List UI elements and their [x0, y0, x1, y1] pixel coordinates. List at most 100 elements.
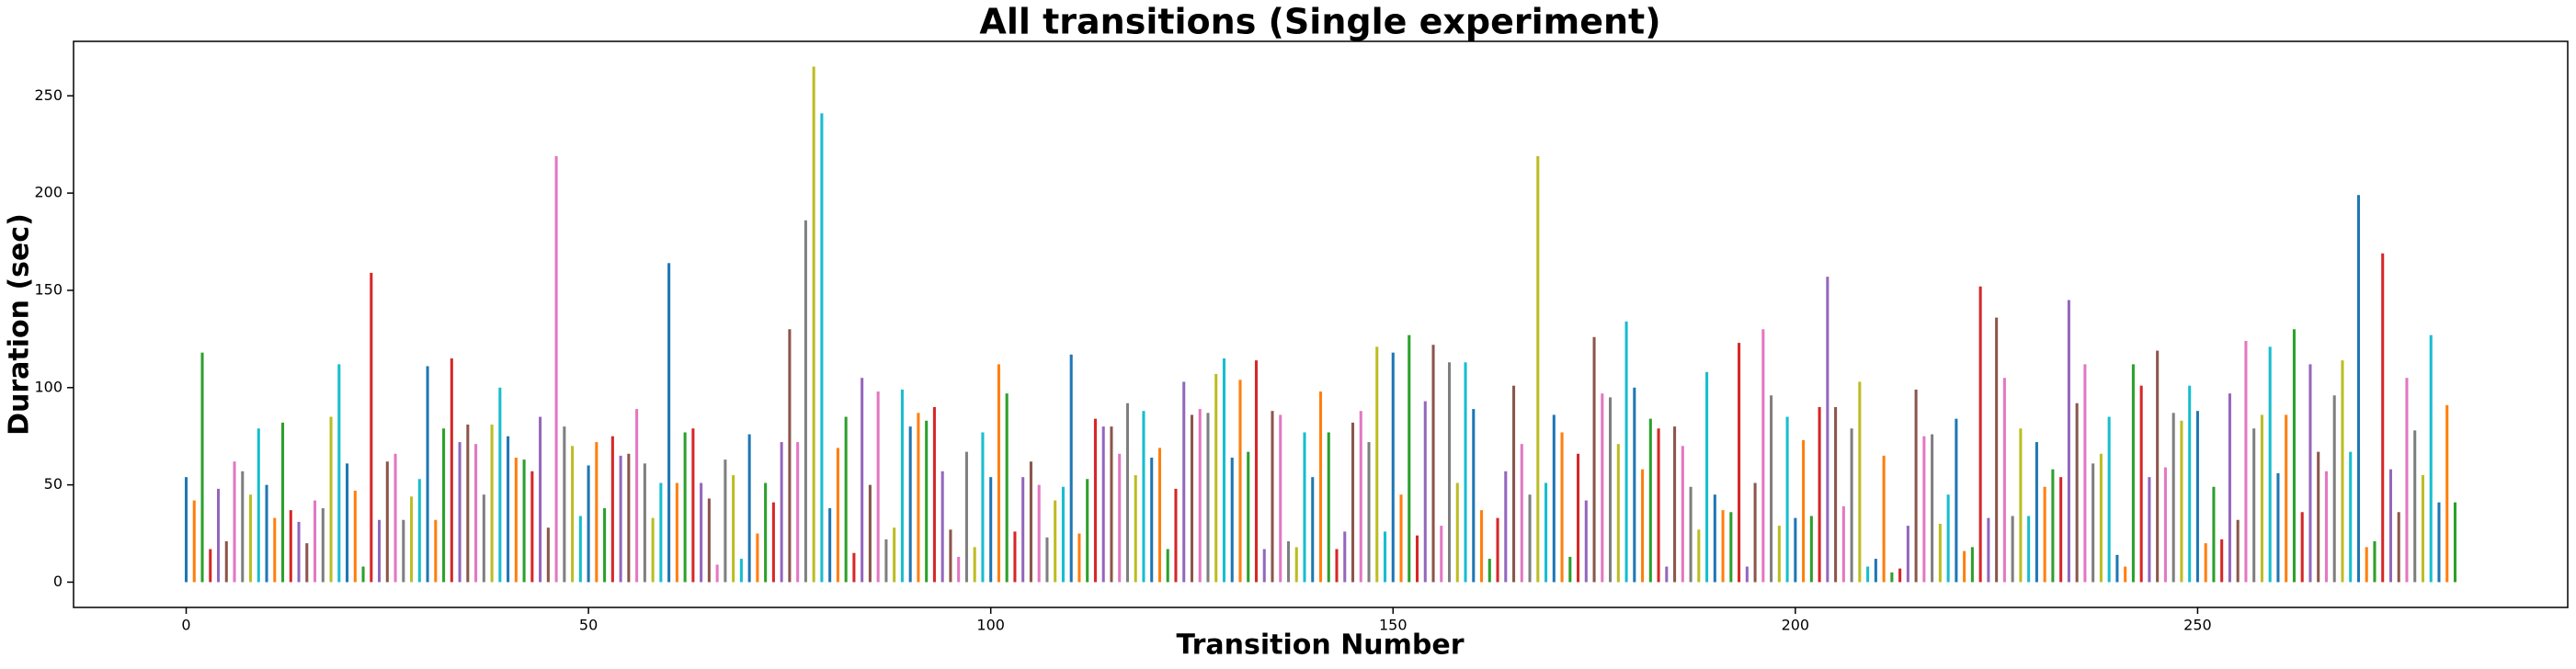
- bar: [2292, 329, 2296, 583]
- bar: [2413, 430, 2417, 583]
- bar: [675, 482, 678, 583]
- bar: [1955, 418, 1958, 583]
- bar: [1938, 523, 1942, 583]
- bar: [700, 482, 703, 583]
- bar: [764, 482, 768, 583]
- bar: [2300, 512, 2304, 583]
- bar: [1238, 380, 1242, 583]
- bar: [1858, 381, 1862, 583]
- bar: [964, 451, 968, 583]
- bar: [2365, 547, 2368, 583]
- bar: [393, 453, 397, 583]
- bar: [289, 510, 292, 583]
- bar: [1995, 317, 1999, 583]
- bar: [1399, 494, 1403, 583]
- bar: [2212, 486, 2216, 583]
- bar: [780, 442, 783, 583]
- bar: [2437, 502, 2441, 583]
- bar: [1190, 414, 1194, 583]
- bar: [1946, 494, 1950, 583]
- bar: [2011, 516, 2014, 583]
- bar: [1311, 477, 1315, 583]
- bar: [1303, 432, 1306, 583]
- bar: [1351, 422, 1355, 583]
- bar: [804, 220, 807, 583]
- bar: [1029, 461, 1032, 583]
- bar: [2124, 566, 2127, 583]
- bar: [1157, 448, 1161, 583]
- bar: [1279, 414, 1282, 583]
- bar: [2083, 364, 2087, 583]
- bar: [1318, 391, 1323, 583]
- bar: [2220, 539, 2224, 583]
- bar: [1101, 426, 1105, 583]
- bar: [812, 66, 815, 583]
- bar: [1882, 455, 1886, 583]
- bar: [1785, 416, 1789, 583]
- bar: [1037, 484, 1041, 583]
- bar: [1214, 373, 1218, 583]
- y-tick-label: 150: [34, 280, 63, 298]
- bar: [973, 547, 976, 583]
- bar: [1601, 393, 1604, 583]
- x-tick-label: 50: [579, 617, 598, 634]
- bar: [1697, 529, 1701, 583]
- bar: [2268, 346, 2272, 583]
- bar: [667, 263, 671, 583]
- bar: [1738, 343, 1741, 583]
- bar: [1327, 432, 1330, 583]
- bar: [1931, 434, 1934, 583]
- bar: [1335, 549, 1339, 583]
- bar: [900, 389, 904, 583]
- bar: [2244, 340, 2248, 583]
- bar: [2156, 350, 2160, 583]
- bar: [1472, 409, 1476, 583]
- bar: [1834, 406, 1838, 583]
- bar: [233, 461, 236, 583]
- bar: [828, 508, 832, 583]
- bar: [1222, 358, 1226, 583]
- bar: [2228, 393, 2231, 583]
- bar: [2148, 477, 2151, 583]
- bar: [514, 458, 518, 583]
- bar: [2163, 467, 2167, 583]
- bar: [498, 387, 502, 583]
- bar: [691, 428, 695, 583]
- bar: [385, 461, 389, 583]
- bar: [1713, 494, 1716, 583]
- bar: [1005, 393, 1009, 583]
- bar: [2252, 428, 2256, 583]
- bar: [1383, 531, 1387, 583]
- bar: [209, 549, 212, 583]
- bar: [715, 564, 719, 583]
- bar: [2171, 413, 2175, 583]
- bar: [820, 113, 824, 583]
- bar: [442, 428, 446, 583]
- bar: [241, 471, 245, 583]
- bar: [1963, 550, 1966, 583]
- bar: [796, 442, 800, 583]
- bar: [1641, 469, 1645, 583]
- bar: [707, 498, 711, 583]
- bar: [1069, 354, 1073, 583]
- bar: [1592, 336, 1596, 583]
- bar: [683, 432, 687, 583]
- bar: [2131, 364, 2135, 583]
- bar: [651, 517, 655, 583]
- bar: [1657, 428, 1660, 583]
- bar: [1142, 411, 1146, 583]
- bar: [1512, 385, 1516, 583]
- bar: [2092, 463, 2095, 583]
- bar: [2188, 385, 2192, 583]
- y-tick-label: 50: [44, 475, 63, 493]
- bar: [1770, 395, 1773, 583]
- bar: [2035, 442, 2038, 583]
- bar: [2107, 416, 2111, 583]
- bar: [482, 494, 485, 583]
- bar: [1174, 488, 1178, 583]
- bar: [1729, 512, 1733, 583]
- bar: [1826, 277, 1829, 583]
- bar: [1809, 516, 1813, 583]
- bar: [1906, 526, 1909, 583]
